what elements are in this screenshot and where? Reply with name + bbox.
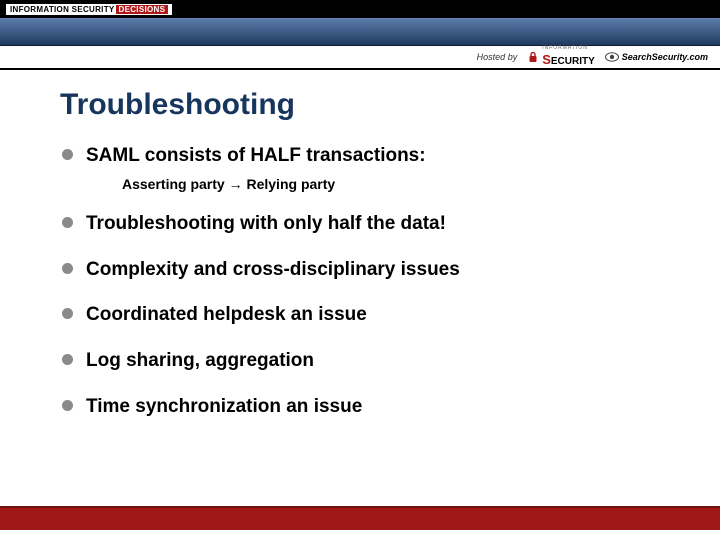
bullet-item: Time synchronization an issue (60, 395, 670, 419)
lock-icon (527, 51, 539, 63)
sponsor-searchsecurity: SearchSecurity.com (605, 52, 708, 62)
sub-bullet: Asserting party → Relying party (122, 176, 670, 192)
bullet-item: SAML consists of HALF transactions: (60, 144, 670, 168)
sub-right: Relying party (246, 176, 335, 192)
slide-content: Troubleshooting SAML consists of HALF tr… (0, 70, 720, 419)
bullet-item: Coordinated helpdesk an issue (60, 303, 670, 327)
slide-title: Troubleshooting (60, 88, 670, 122)
sponsor-main-label: SECURITY (542, 56, 595, 67)
banner-logo: INFORMATION SECURITYDECISIONS (6, 4, 172, 15)
sponsor-security: INFORMATION SECURITY (527, 46, 595, 69)
blue-gradient-bar (0, 18, 720, 46)
banner-logo-prefix: INFORMATION SECURITY (10, 5, 115, 14)
sponsor-search-label: SearchSecurity.com (622, 52, 708, 62)
bullet-list: SAML consists of HALF transactions: Asse… (60, 144, 670, 419)
sponsor-sub-label: INFORMATION (542, 46, 595, 51)
footer-red-bar (0, 506, 720, 530)
eye-icon (605, 52, 619, 62)
sponsor-security-text: INFORMATION SECURITY (542, 46, 595, 69)
hosted-by-label: Hosted by (477, 52, 518, 62)
bullet-item: Troubleshooting with only half the data! (60, 212, 670, 236)
sub-left: Asserting party (122, 176, 225, 192)
bullet-item: Complexity and cross-disciplinary issues (60, 258, 670, 282)
hosted-by-row: Hosted by INFORMATION SECURITY SearchSec… (0, 46, 720, 70)
arrow-icon: → (229, 176, 243, 192)
banner-logo-suffix: DECISIONS (116, 5, 169, 14)
bullet-item: Log sharing, aggregation (60, 349, 670, 373)
top-banner: INFORMATION SECURITYDECISIONS (0, 0, 720, 18)
